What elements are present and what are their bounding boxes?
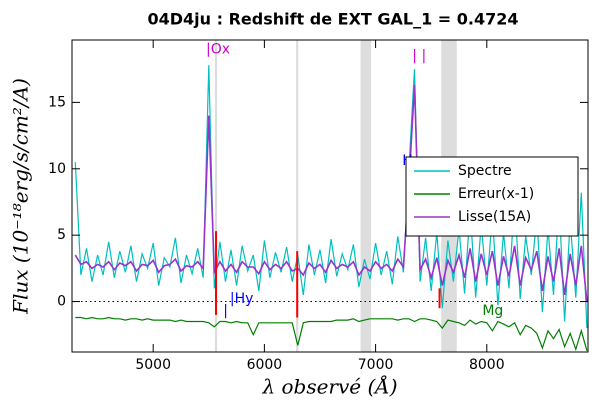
annotation: | | (412, 48, 426, 64)
axes-frame (71, 39, 589, 353)
y-axis-label: Flux (10⁻¹⁸erg/s/cm²/A) (9, 78, 33, 315)
chart-title: 04D4ju : Redshift de EXT GAL_1 = 0.4724 (147, 10, 518, 29)
x-tick-label: 6000 (247, 357, 283, 373)
legend: Spectre Erreur(x-1) Lisse(15A) (405, 156, 579, 237)
annotation: |Ox (206, 41, 230, 57)
annotation: |Hy (230, 291, 254, 307)
spectrum-line (75, 316, 588, 352)
x-tick-label: 8000 (469, 357, 505, 373)
y-tick-label: 15 (48, 94, 66, 110)
spectrum-line (74, 85, 588, 302)
legend-label: Erreur(x-1) (458, 186, 534, 202)
legend-box (405, 156, 579, 237)
annotation: | (223, 303, 228, 319)
shaded-band (360, 40, 372, 352)
overlay: |Ox| |Hy||HyMg5000600070008000051015Spec… (48, 39, 589, 373)
legend-label: Spectre (458, 163, 512, 179)
y-tick-label: 0 (57, 294, 66, 310)
legend-label: Lisse(15A) (458, 209, 531, 225)
x-axis-label: λ observé (Å) (261, 374, 397, 399)
shaded-band (296, 40, 299, 352)
annotation: Mg (482, 303, 503, 319)
y-tick-label: 5 (57, 227, 66, 243)
shaded-band (214, 40, 218, 352)
x-tick-label: 5000 (135, 357, 171, 373)
spectrum-line (74, 65, 588, 329)
x-tick-label: 7000 (358, 357, 394, 373)
y-tick-label: 10 (48, 161, 66, 177)
